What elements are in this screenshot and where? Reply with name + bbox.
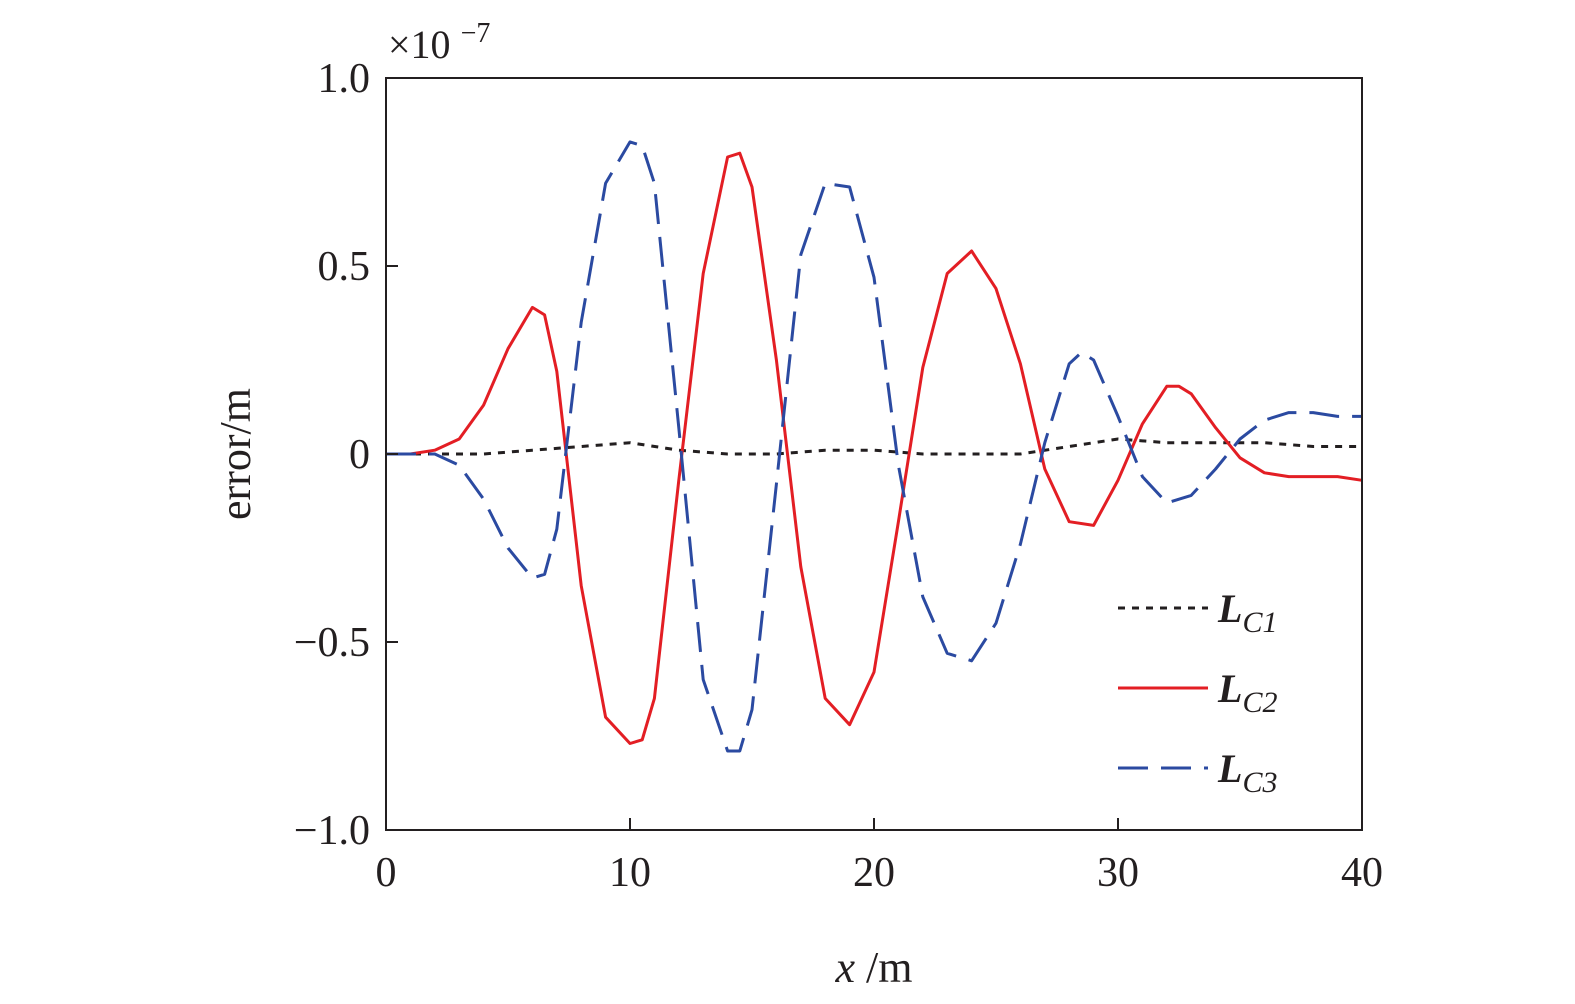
legend-label-sub: C3: [1242, 766, 1277, 799]
y-axis-label: error/m: [211, 388, 260, 520]
series-line-lc1: [386, 437, 1362, 456]
y-tick-label: 0.5: [318, 244, 371, 290]
legend-label-sub: C2: [1242, 686, 1277, 719]
x-tick-label: 10: [609, 850, 651, 896]
x-axis-variable: x: [835, 943, 856, 992]
y-tick-label: −0.5: [294, 620, 370, 666]
legend-label-lc3: LC3: [1217, 746, 1277, 799]
x-tick-label: 0: [376, 850, 397, 896]
legend-label-sub: C1: [1242, 606, 1277, 639]
legend-label-main: L: [1217, 746, 1242, 791]
legend-label-main: L: [1217, 586, 1242, 631]
ticks-layer: 0 10 20 30 40 1.0 0.5 0 −0.5 −1.0: [294, 56, 1383, 896]
series-layer: [386, 140, 1363, 753]
y-tick-label: 1.0: [318, 56, 371, 102]
legend-label-main: L: [1217, 666, 1242, 711]
x-tick-label: 30: [1097, 850, 1139, 896]
series-line-lc2: [386, 151, 1363, 745]
series-line-lc3: [386, 140, 1362, 753]
y-multiplier-base: ×10: [388, 22, 451, 67]
plot-frame: [385, 77, 1363, 831]
legend-label-lc1: LC1: [1217, 586, 1277, 639]
y-tick-label: −1.0: [294, 808, 370, 854]
x-tick-label: 40: [1341, 850, 1383, 896]
x-tick-label: 20: [853, 850, 895, 896]
y-multiplier-exponent: −7: [461, 18, 491, 49]
x-axis-unit: /m: [866, 943, 912, 992]
legend-label-lc2: LC2: [1217, 666, 1277, 719]
x-axis-label: x /m: [835, 943, 913, 992]
y-multiplier-label: ×10 −7: [388, 18, 490, 67]
y-tick-label: 0: [349, 432, 370, 478]
